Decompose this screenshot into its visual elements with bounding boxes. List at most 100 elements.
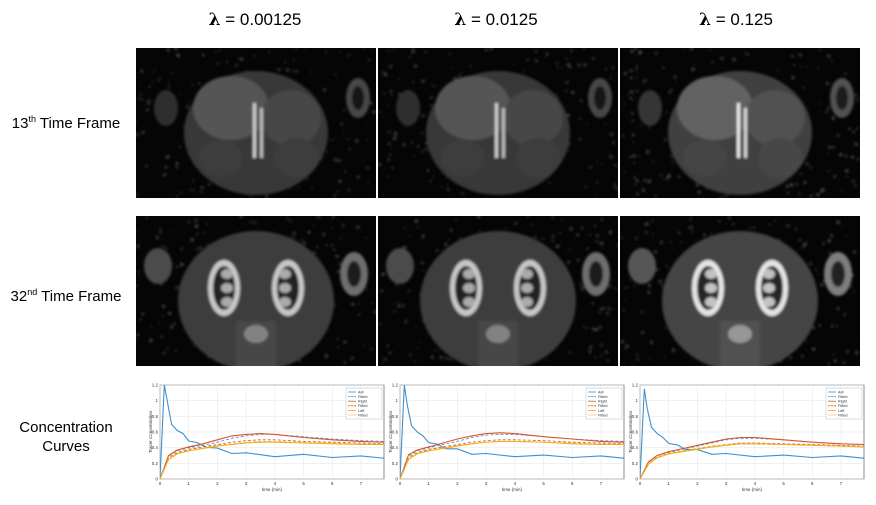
y-tick-label: 0	[155, 477, 158, 482]
y-tick-label: 0.4	[632, 445, 639, 450]
x-tick-label: 3	[725, 481, 728, 486]
y-tick-label: 0	[395, 477, 398, 482]
row-label-concentration-curves: Concentration Curves	[0, 418, 132, 456]
y-tick-label: 1	[155, 398, 158, 403]
row-label-32nd-frame: 32nd Time Frame	[0, 283, 132, 306]
series-line-right	[160, 433, 384, 479]
mri-image-32nd-frame-col1	[136, 216, 376, 366]
legend-label: Fitted	[838, 404, 848, 408]
series-line-fitted	[400, 441, 624, 479]
legend-label: Right	[358, 400, 368, 404]
legend-box	[345, 387, 383, 420]
y-tick-label: 1	[395, 398, 398, 403]
x-axis-label: time (min)	[742, 487, 763, 492]
row-label-13th-frame: 13th Time Frame	[0, 110, 132, 133]
series-line-fitted	[400, 439, 624, 479]
x-tick-label: 2	[216, 481, 219, 486]
series-line-left	[160, 441, 384, 479]
legend-label: Right	[598, 400, 608, 404]
mri-image-13th-frame-col2	[378, 48, 618, 198]
lambda-symbol: λ	[699, 10, 711, 30]
lambda-value: = 0.00125	[225, 10, 302, 29]
x-tick-label: 0	[159, 481, 162, 486]
row-label-line2: Curves	[42, 438, 90, 455]
mri-image-13th-frame-col1	[136, 48, 376, 198]
y-tick-label: 0.8	[392, 414, 399, 419]
legend-box	[585, 387, 623, 420]
y-tick-label: 0.6	[152, 430, 159, 435]
x-tick-label: 5	[302, 481, 305, 486]
row-label-text: Time Frame	[37, 288, 122, 305]
y-axis-label: Tracer Concentration	[628, 410, 633, 453]
series-line-fitted	[160, 441, 384, 479]
concentration-plot-1: 0 1 2 3 4 5 6 7 0 0.2 0.4 0.6 0.8 1 1.2 time (min) Trace…	[148, 382, 386, 494]
y-tick-label: 0.4	[152, 445, 159, 450]
legend-label: Right	[838, 400, 848, 404]
mri-image-32nd-frame-col3	[620, 216, 860, 366]
legend-label: Fitted	[838, 395, 848, 399]
y-axis-label: Tracer Concentration	[148, 410, 153, 453]
legend-label: Fitted	[358, 413, 368, 417]
legend-label: Fitted	[598, 404, 608, 408]
legend-label: AIF	[358, 390, 365, 394]
column-title-1: λ = 0.00125	[155, 10, 355, 30]
y-tick-label: 0.6	[392, 430, 399, 435]
x-tick-label: 4	[514, 481, 517, 486]
legend-label: Fitted	[358, 395, 368, 399]
x-tick-label: 2	[696, 481, 699, 486]
x-tick-label: 3	[485, 481, 488, 486]
series-line-aif	[640, 388, 864, 479]
legend-label: Fitted	[838, 413, 848, 417]
row-label-ordinal: th	[28, 114, 36, 124]
x-tick-label: 5	[542, 481, 545, 486]
legend-label: AIF	[838, 390, 845, 394]
legend-label: Left	[598, 409, 605, 413]
series-line-fitted	[160, 439, 384, 479]
y-axis-label: Tracer Concentration	[388, 410, 393, 453]
x-tick-label: 0	[639, 481, 642, 486]
y-tick-label: 1	[635, 398, 638, 403]
concentration-plot-2: 0 1 2 3 4 5 6 7 0 0.2 0.4 0.6 0.8 1 1.2 time (min) Trace…	[388, 382, 626, 494]
legend-label: Fitted	[598, 413, 608, 417]
series-line-fitted	[160, 434, 384, 479]
legend-box	[825, 387, 863, 420]
lambda-value: = 0.0125	[471, 10, 538, 29]
y-tick-label: 0.2	[632, 461, 639, 466]
x-tick-label: 7	[840, 481, 843, 486]
mri-image-32nd-frame-col2	[378, 216, 618, 366]
column-title-3: λ = 0.125	[636, 10, 836, 30]
y-tick-label: 1.2	[392, 383, 399, 388]
column-title-2: λ = 0.0125	[396, 10, 596, 30]
x-tick-label: 2	[456, 481, 459, 486]
x-axis-label: time (min)	[262, 487, 283, 492]
lambda-symbol: λ	[208, 10, 221, 30]
x-tick-label: 1	[427, 481, 430, 486]
x-tick-label: 7	[600, 481, 603, 486]
row-label-line1: Concentration	[19, 419, 113, 436]
series-line-aif	[400, 385, 624, 479]
mri-image-13th-frame-col3	[620, 48, 860, 198]
series-line-fitted	[640, 443, 864, 479]
y-tick-label: 0.8	[632, 414, 639, 419]
x-tick-label: 6	[331, 481, 334, 486]
x-tick-label: 6	[811, 481, 814, 486]
x-tick-label: 4	[274, 481, 277, 486]
x-tick-label: 7	[360, 481, 363, 486]
legend-label: Fitted	[358, 404, 368, 408]
y-tick-label: 0.8	[152, 414, 159, 419]
y-tick-label: 0	[635, 477, 638, 482]
x-tick-label: 4	[754, 481, 757, 486]
legend-label: Left	[838, 409, 845, 413]
lambda-value: = 0.125	[715, 10, 773, 29]
x-tick-label: 3	[245, 481, 248, 486]
legend-label: AIF	[598, 390, 605, 394]
series-line-right	[400, 432, 624, 479]
y-tick-label: 0.2	[152, 461, 159, 466]
lambda-symbol: λ	[454, 10, 467, 30]
y-tick-label: 0.4	[392, 445, 399, 450]
x-tick-label: 5	[782, 481, 785, 486]
y-tick-label: 1.2	[632, 383, 639, 388]
y-tick-label: 0.2	[392, 461, 399, 466]
row-label-ordinal: nd	[27, 287, 38, 297]
row-label-number: 32	[10, 288, 28, 305]
